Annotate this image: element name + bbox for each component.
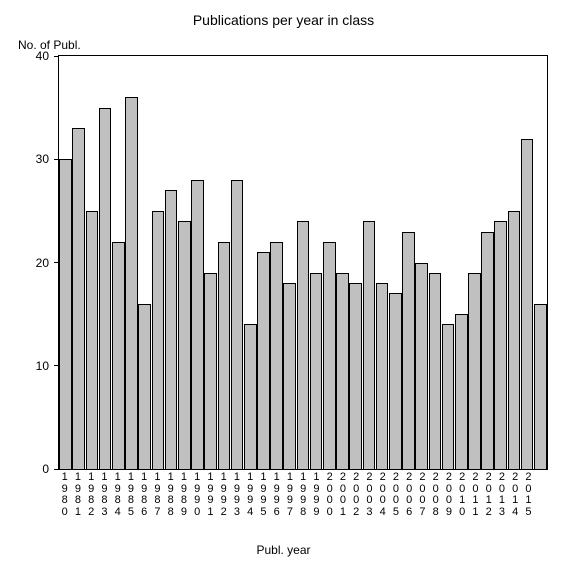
x-tick-label: 1982 bbox=[85, 472, 98, 518]
bar bbox=[218, 242, 231, 469]
y-tick-mark bbox=[54, 262, 59, 263]
y-tick-mark bbox=[54, 365, 59, 366]
bar bbox=[99, 108, 112, 469]
x-tick-label bbox=[535, 472, 548, 518]
bars-group bbox=[59, 56, 547, 469]
x-tick-label: 1995 bbox=[257, 472, 270, 518]
bar bbox=[521, 139, 534, 469]
x-tick-label: 2003 bbox=[363, 472, 376, 518]
bar bbox=[270, 242, 283, 469]
x-tick-label: 2015 bbox=[522, 472, 535, 518]
x-tick-label: 1985 bbox=[124, 472, 137, 518]
bar bbox=[508, 211, 521, 469]
bar bbox=[455, 314, 468, 469]
bar bbox=[442, 324, 455, 469]
bar bbox=[178, 221, 191, 469]
x-tick-label: 1987 bbox=[151, 472, 164, 518]
bar bbox=[59, 159, 72, 469]
y-tick-mark bbox=[54, 159, 59, 160]
bar bbox=[112, 242, 125, 469]
bar bbox=[376, 283, 389, 469]
bar bbox=[336, 273, 349, 469]
bar bbox=[349, 283, 362, 469]
bar bbox=[363, 221, 376, 469]
plot-area: 010203040 bbox=[58, 55, 548, 470]
bar bbox=[323, 242, 336, 469]
x-tick-label: 1998 bbox=[297, 472, 310, 518]
x-tick-label: 2005 bbox=[389, 472, 402, 518]
x-tick-label: 2008 bbox=[429, 472, 442, 518]
x-tick-label: 2011 bbox=[469, 472, 482, 518]
bar bbox=[283, 283, 296, 469]
x-tick-label: 1999 bbox=[310, 472, 323, 518]
x-tick-label: 1986 bbox=[138, 472, 151, 518]
x-tick-label: 1991 bbox=[204, 472, 217, 518]
bar bbox=[415, 263, 428, 470]
bar bbox=[481, 232, 494, 469]
bar bbox=[534, 304, 547, 469]
x-tick-label: 1993 bbox=[230, 472, 243, 518]
x-tick-label: 1994 bbox=[244, 472, 257, 518]
x-tick-label: 2000 bbox=[323, 472, 336, 518]
x-tick-label: 1989 bbox=[177, 472, 190, 518]
bar bbox=[389, 293, 402, 469]
chart-title: Publications per year in class bbox=[0, 12, 567, 28]
x-tick-label: 2010 bbox=[456, 472, 469, 518]
bar bbox=[204, 273, 217, 469]
x-tick-label: 2006 bbox=[403, 472, 416, 518]
bar bbox=[257, 252, 270, 469]
x-tick-label: 2007 bbox=[416, 472, 429, 518]
bar bbox=[402, 232, 415, 469]
bar bbox=[191, 180, 204, 469]
x-tick-label: 1988 bbox=[164, 472, 177, 518]
bar bbox=[125, 97, 138, 469]
bar bbox=[152, 211, 165, 469]
x-tick-label: 1996 bbox=[270, 472, 283, 518]
bar bbox=[297, 221, 310, 469]
x-tick-label: 2013 bbox=[495, 472, 508, 518]
x-tick-label: 1990 bbox=[191, 472, 204, 518]
bar bbox=[231, 180, 244, 469]
bar bbox=[244, 324, 257, 469]
bar bbox=[165, 190, 178, 469]
x-tick-label: 2012 bbox=[482, 472, 495, 518]
x-tick-label: 2001 bbox=[336, 472, 349, 518]
x-tick-label: 1992 bbox=[217, 472, 230, 518]
x-tick-label: 1980 bbox=[58, 472, 71, 518]
chart-container: Publications per year in class No. of Pu… bbox=[0, 0, 567, 567]
bar bbox=[429, 273, 442, 469]
x-tick-label: 1983 bbox=[98, 472, 111, 518]
bar bbox=[310, 273, 323, 469]
y-tick-mark bbox=[54, 469, 59, 470]
x-tick-label: 1981 bbox=[71, 472, 84, 518]
bar bbox=[468, 273, 481, 469]
bar bbox=[138, 304, 151, 469]
bar bbox=[86, 211, 99, 469]
x-labels-group: 1980198119821983198419851986198719881989… bbox=[58, 472, 548, 518]
bar bbox=[494, 221, 507, 469]
x-axis-label: Publ. year bbox=[0, 543, 567, 557]
x-tick-label: 1997 bbox=[283, 472, 296, 518]
x-tick-label: 2004 bbox=[376, 472, 389, 518]
x-tick-label: 2002 bbox=[350, 472, 363, 518]
bar bbox=[72, 128, 85, 469]
x-tick-label: 1984 bbox=[111, 472, 124, 518]
x-tick-label: 2009 bbox=[442, 472, 455, 518]
y-tick-mark bbox=[54, 56, 59, 57]
x-tick-label: 2014 bbox=[509, 472, 522, 518]
